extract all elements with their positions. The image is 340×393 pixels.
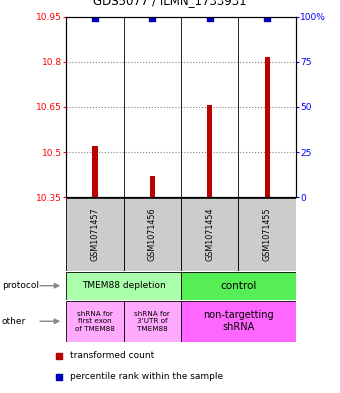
FancyBboxPatch shape (181, 198, 238, 271)
Text: protocol: protocol (2, 281, 39, 290)
Text: other: other (2, 317, 26, 326)
Text: non-targetting
shRNA: non-targetting shRNA (203, 310, 274, 332)
Point (92, 15, 98, 22)
FancyBboxPatch shape (181, 301, 296, 342)
Text: GSM1071456: GSM1071456 (148, 208, 157, 261)
Text: shRNA for
first exon
of TMEM88: shRNA for first exon of TMEM88 (75, 311, 115, 332)
Bar (265, 57, 270, 197)
Bar (207, 105, 212, 197)
FancyBboxPatch shape (124, 301, 181, 342)
Point (150, 15, 155, 22)
Point (265, 15, 270, 22)
Text: transformed count: transformed count (70, 351, 154, 360)
FancyBboxPatch shape (238, 198, 296, 271)
FancyBboxPatch shape (181, 272, 296, 300)
FancyBboxPatch shape (124, 198, 181, 271)
Point (56, 353, 62, 359)
Point (56, 373, 62, 380)
Bar (150, 176, 155, 197)
Text: TMEM88 depletion: TMEM88 depletion (82, 281, 166, 290)
Text: control: control (220, 281, 257, 291)
FancyBboxPatch shape (66, 198, 124, 271)
FancyBboxPatch shape (66, 301, 124, 342)
Text: GDS5077 / ILMN_1733931: GDS5077 / ILMN_1733931 (93, 0, 247, 7)
Text: GSM1071455: GSM1071455 (262, 208, 272, 261)
Bar (92, 146, 98, 197)
Text: GSM1071457: GSM1071457 (90, 208, 100, 261)
Point (207, 15, 212, 22)
FancyBboxPatch shape (66, 272, 181, 300)
Text: shRNA for
3'UTR of
TMEM88: shRNA for 3'UTR of TMEM88 (134, 311, 170, 332)
Text: percentile rank within the sample: percentile rank within the sample (70, 372, 223, 381)
Text: GSM1071454: GSM1071454 (205, 208, 214, 261)
